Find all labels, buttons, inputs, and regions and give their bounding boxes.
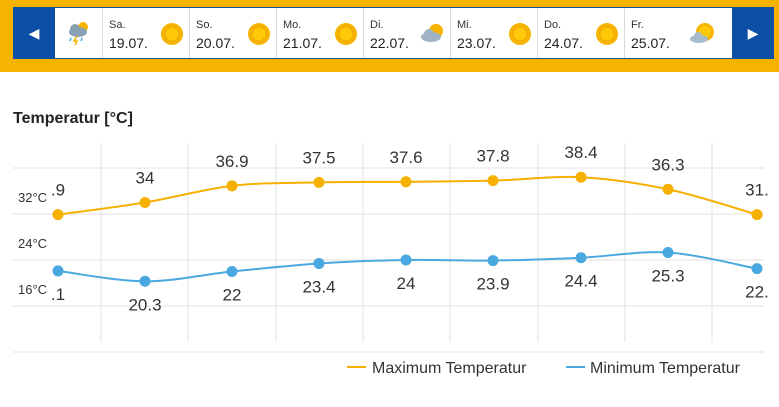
data-label: 34: [136, 169, 155, 188]
y-tick-label: 16°C: [18, 282, 47, 297]
sun-icon: [161, 23, 183, 45]
data-point: [313, 257, 325, 269]
data-point: [487, 255, 499, 267]
day-date: 22.07.: [370, 35, 409, 51]
day-name: Mo.: [283, 19, 302, 31]
forecast-strip: ◀ Sa. 19.07. So. 20.07.: [13, 7, 774, 59]
day-name: Mi.: [457, 19, 472, 31]
forecast-day-mo[interactable]: Mo. 21.07.: [277, 8, 364, 58]
partly-cloudy-icon: [421, 24, 443, 42]
data-point: [487, 175, 499, 187]
data-label: 24: [397, 274, 416, 293]
prev-button[interactable]: ◀: [13, 7, 55, 59]
day-name: Sa.: [109, 19, 126, 31]
data-label: 31.: [745, 181, 769, 200]
data-point: [313, 176, 325, 188]
day-date: 20.07.: [196, 35, 235, 51]
sun-icon: [248, 23, 270, 45]
day-name: So.: [196, 19, 213, 31]
forecast-day-mi[interactable]: Mi. 23.07.: [451, 8, 538, 58]
data-point: [751, 209, 763, 221]
partly-cloudy-icon: [690, 23, 714, 43]
data-point: [226, 180, 238, 192]
day-name: Fr.: [631, 19, 644, 31]
data-label: 22: [223, 286, 242, 305]
data-label: 25.3: [651, 267, 684, 286]
data-label: 23.4: [302, 277, 335, 296]
legend-label: Maximum Temperatur: [372, 360, 527, 377]
data-point: [226, 266, 238, 277]
data-label: .1: [51, 285, 65, 304]
forecast-day-fr[interactable]: Fr. 25.07.: [625, 8, 720, 58]
day-date: 21.07.: [283, 35, 322, 51]
series-min: .1 20.3 22 23.4 24 23.9 24.4 25.3 22.: [51, 247, 769, 314]
chart-title: Temperatur [°C]: [13, 110, 133, 127]
legend-label: Minimum Temperatur: [590, 360, 741, 377]
data-point: [751, 263, 763, 275]
chart-series: .9 34 36.9 37.5 37.6 37.8 38.4 36.3 31. .1 20.3 22 2…: [51, 143, 769, 314]
next-button[interactable]: ▶: [732, 7, 774, 59]
forecast-day-so[interactable]: So. 20.07.: [190, 8, 277, 58]
chart-grid: [13, 143, 764, 353]
data-point: [662, 183, 674, 195]
chart-legend: Maximum Temperatur Minimum Temperatur: [347, 360, 741, 377]
data-label: 38.4: [564, 143, 597, 162]
forecast-day-di[interactable]: Di. 22.07.: [364, 8, 451, 58]
series-max: .9 34 36.9 37.5 37.6 37.8 38.4 36.3 31.: [51, 143, 769, 221]
data-label: 37.8: [476, 147, 509, 166]
data-label: .9: [51, 181, 65, 200]
y-axis-ticks: 32°C 24°C 16°C: [18, 190, 47, 297]
sun-icon: [335, 23, 357, 45]
day-date: 24.07.: [544, 35, 583, 51]
data-point: [400, 176, 412, 188]
forecast-day-do[interactable]: Do. 24.07.: [538, 8, 625, 58]
forecast-day-today[interactable]: [55, 8, 103, 58]
y-tick-label: 32°C: [18, 190, 47, 205]
data-point: [662, 247, 674, 259]
data-point: [575, 171, 587, 183]
day-date: 23.07.: [457, 35, 496, 51]
data-label: 37.5: [302, 148, 335, 167]
data-label: 36.9: [215, 152, 248, 171]
data-label: 37.6: [389, 148, 422, 167]
data-point: [400, 254, 412, 266]
thunderstorm-icon: [69, 22, 88, 45]
forecast-bar: ◀ Sa. 19.07. So. 20.07.: [0, 0, 779, 72]
data-label: 36.3: [651, 155, 684, 174]
sun-icon: [509, 23, 531, 45]
data-label: 20.3: [128, 295, 161, 314]
data-label: 23.9: [476, 275, 509, 294]
day-name: Do.: [544, 19, 562, 31]
sun-icon: [596, 23, 618, 45]
data-point: [139, 197, 151, 208]
data-point: [52, 265, 64, 277]
data-label: 24.4: [564, 272, 597, 291]
day-date: 19.07.: [109, 35, 148, 51]
day-date: 25.07.: [631, 35, 670, 51]
data-label: 22.: [745, 283, 769, 302]
day-name: Di.: [370, 19, 384, 31]
data-point: [575, 252, 587, 264]
forecast-day-sa[interactable]: Sa. 19.07.: [103, 8, 190, 58]
chevron-right-icon: ▶: [747, 24, 759, 41]
data-point: [52, 209, 64, 221]
y-tick-label: 24°C: [18, 236, 47, 251]
chevron-left-icon: ◀: [28, 24, 40, 41]
data-point: [139, 275, 151, 287]
